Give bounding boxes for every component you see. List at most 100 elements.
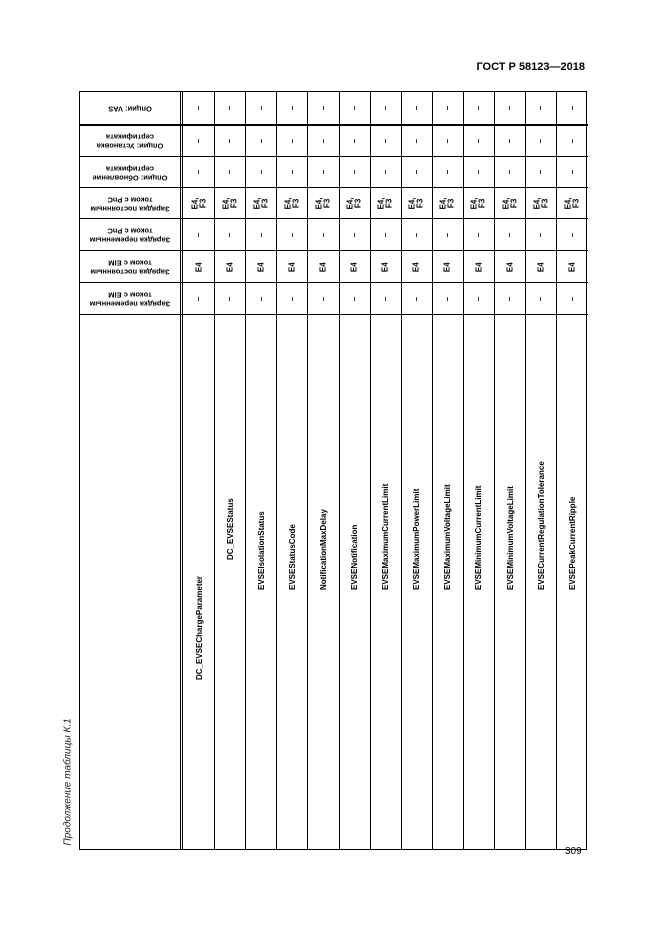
table-cell: – <box>526 125 557 157</box>
parameter-name: EVSEMinimumVoltageLimit <box>505 486 515 590</box>
cell-value: – <box>505 232 515 238</box>
column-header-cell: Зарядка постоянным током с EIM <box>80 251 180 283</box>
cell-value: E4 <box>256 262 266 272</box>
cell-value: – <box>412 106 422 111</box>
cell-value: – <box>380 106 390 111</box>
table-cell: – <box>277 157 308 188</box>
table-cell: E4, F3 <box>402 188 433 219</box>
table-cell: – <box>184 92 215 125</box>
parameter-name: EVSEPeakCurrentRipple <box>567 496 577 590</box>
row-divider <box>80 124 588 126</box>
cell-value: – <box>443 170 453 175</box>
column-header-cell: Зарядка переменным током с EIM <box>80 283 180 315</box>
table-cell: – <box>277 125 308 157</box>
cell-value: – <box>474 232 484 238</box>
cell-value: E4 <box>443 262 453 272</box>
table-cell: E4 <box>308 251 339 283</box>
column-header-label: Опции: Обновление сертификата <box>92 164 168 183</box>
column-header-label: Опции: Установка сертификата <box>96 133 164 151</box>
table-cell: – <box>495 219 526 251</box>
table-cell: – <box>526 283 557 315</box>
column-header-cell: Опции: Обновление сертификата <box>80 157 180 188</box>
table-cell: – <box>246 125 277 157</box>
row-divider <box>80 314 588 315</box>
cell-value: – <box>225 106 235 111</box>
table-cell: E4 <box>184 251 215 283</box>
cell-value: – <box>318 138 328 144</box>
table-cell: – <box>526 92 557 125</box>
cell-value: E4 <box>567 262 577 272</box>
table-cell: – <box>215 157 246 188</box>
table-cell: – <box>402 219 433 251</box>
cell-value: – <box>474 296 484 302</box>
table-cell: – <box>526 219 557 251</box>
table-cell: E4, F3 <box>526 188 557 219</box>
parameter-name: EVSEIsolationStatus <box>256 511 266 590</box>
table-cell: – <box>215 283 246 315</box>
table-cell: – <box>433 125 464 157</box>
table-cell: – <box>495 92 526 125</box>
table-cell: E4, F3 <box>495 188 526 219</box>
cell-value: – <box>380 170 390 175</box>
parameter-name: DC_EVSEChargeParameter <box>194 575 204 680</box>
cell-value: – <box>412 170 422 175</box>
table-cell: E4 <box>371 251 402 283</box>
table-cell: E4, F3 <box>246 188 277 219</box>
table-cell: – <box>464 125 495 157</box>
table-cell: – <box>464 157 495 188</box>
cell-value: – <box>225 232 235 238</box>
cell-value: – <box>287 232 297 238</box>
table-cell: – <box>557 283 588 315</box>
column-divider <box>307 92 309 849</box>
cell-value: E4, F3 <box>438 197 457 210</box>
table-cell: – <box>277 283 308 315</box>
parameter-name: EVSEMaximumCurrentLimit <box>381 483 391 590</box>
cell-value: – <box>225 170 235 175</box>
table-cell: E4 <box>433 251 464 283</box>
column-header-cell: Опции: Установка сертификата <box>80 125 180 157</box>
cell-value: E4 <box>380 262 390 272</box>
cell-value: E4 <box>536 262 546 272</box>
header-column-divider <box>180 92 181 849</box>
table-cell: – <box>246 157 277 188</box>
table-cell: E4 <box>557 251 588 283</box>
cell-value: – <box>287 170 297 175</box>
row-divider <box>80 156 588 157</box>
cell-value: – <box>256 138 266 144</box>
column-divider <box>369 92 371 849</box>
column-divider <box>494 92 495 849</box>
cell-value: E4 <box>474 262 484 272</box>
table-cell: – <box>371 125 402 157</box>
table-caption: Продолжение таблицы К.1 <box>62 718 74 846</box>
table-cell: – <box>308 125 339 157</box>
cell-value: – <box>194 138 204 144</box>
cell-value: – <box>567 296 577 302</box>
cell-value: – <box>505 106 515 111</box>
row-divider <box>80 282 588 283</box>
column-divider <box>245 92 247 849</box>
table-cell: – <box>402 92 433 125</box>
cell-value: – <box>474 106 484 111</box>
cell-value: E4, F3 <box>252 197 270 210</box>
table-cell: – <box>464 92 495 125</box>
cell-value: – <box>287 106 297 111</box>
cell-value: E4, F3 <box>501 197 519 210</box>
cell-value: – <box>567 232 577 238</box>
cell-value: E4, F3 <box>563 197 581 210</box>
column-header-label: Зарядка постоянным током с EIM <box>90 259 170 277</box>
cell-value: E4 <box>412 262 422 272</box>
cell-value: – <box>536 106 546 111</box>
table-cell: E4, F3 <box>184 188 215 219</box>
table-cell: – <box>340 125 371 157</box>
table-cell: – <box>495 157 526 188</box>
cell-value: E4, F3 <box>190 197 208 210</box>
cell-value: – <box>536 296 546 302</box>
cell-value: – <box>380 296 390 302</box>
table-cell: E4, F3 <box>433 188 464 219</box>
table-cell: – <box>277 219 308 251</box>
column-divider <box>462 92 464 849</box>
cell-value: E4, F3 <box>470 197 488 210</box>
column-divider <box>525 92 527 849</box>
column-header-label: Зарядка переменным током с PnC <box>89 227 171 245</box>
